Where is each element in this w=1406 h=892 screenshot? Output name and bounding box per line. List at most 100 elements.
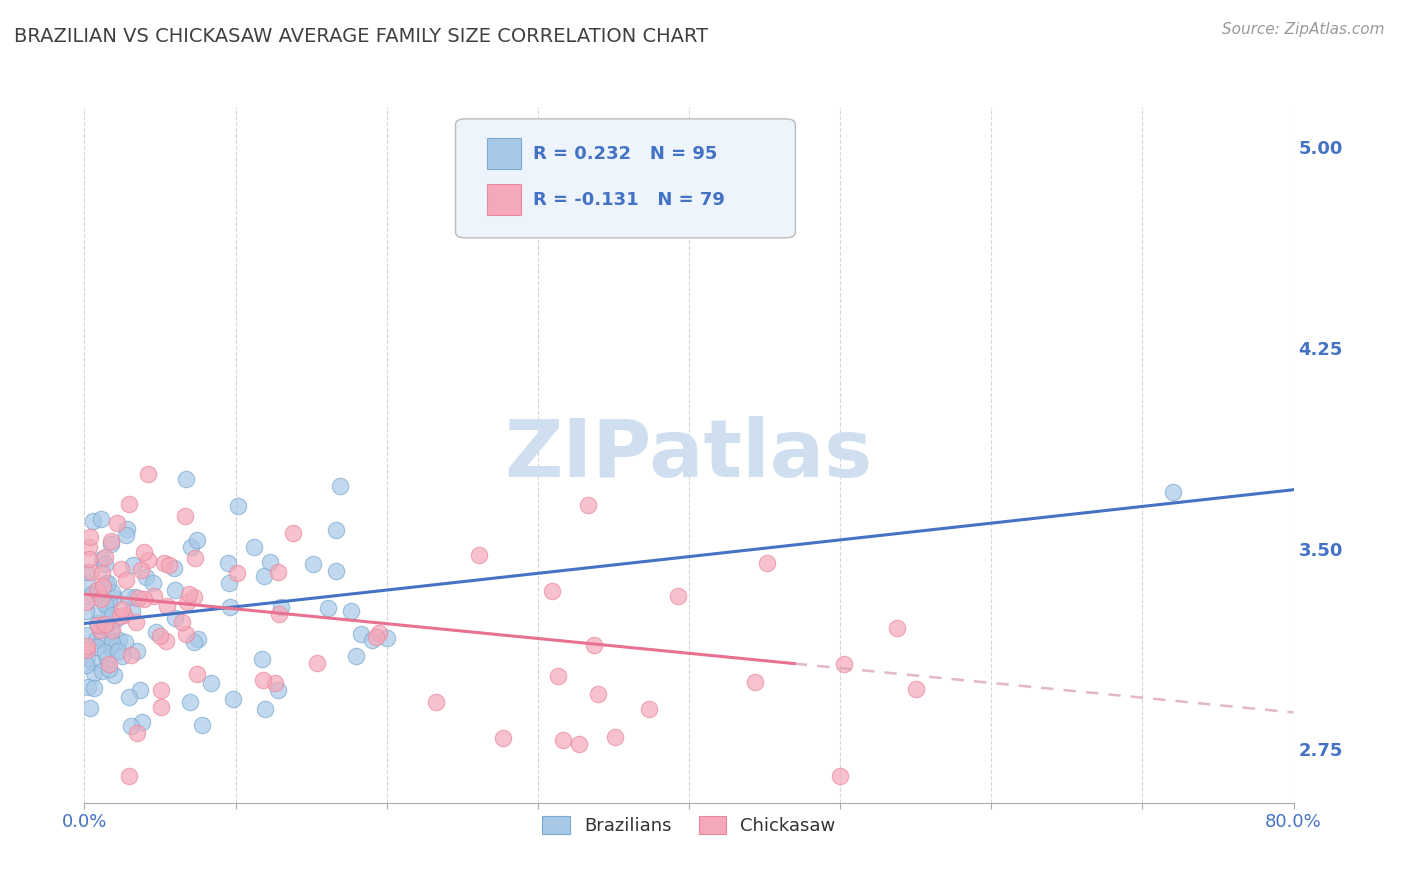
Point — [91, 632, 114, 646]
Point — [93, 619, 115, 633]
Point — [75, 658, 97, 673]
Point — [491, 731, 513, 745]
Point — [76, 639, 98, 653]
Point — [219, 599, 242, 614]
Point — [83, 666, 105, 681]
Point — [186, 533, 208, 547]
Point — [75, 604, 97, 618]
Point — [155, 633, 177, 648]
Point — [86, 615, 108, 630]
Point — [101, 623, 124, 637]
Point — [79, 701, 101, 715]
Point — [142, 575, 165, 590]
Point — [84, 632, 107, 647]
Point — [97, 605, 120, 619]
Point — [253, 702, 276, 716]
Point — [128, 683, 150, 698]
Point — [179, 695, 201, 709]
Point — [283, 525, 305, 540]
Point — [91, 579, 114, 593]
Point — [118, 690, 141, 705]
Point — [90, 552, 112, 566]
Point — [267, 683, 290, 698]
Point — [425, 695, 447, 709]
Point — [129, 563, 152, 577]
Point — [110, 562, 132, 576]
Point — [832, 657, 855, 671]
Point — [93, 645, 115, 659]
Point — [98, 657, 121, 671]
Point — [360, 632, 382, 647]
Text: R = 0.232   N = 95: R = 0.232 N = 95 — [533, 145, 717, 162]
Point — [76, 627, 98, 641]
Point — [540, 583, 562, 598]
Point — [184, 551, 207, 566]
Point — [80, 587, 103, 601]
Point — [217, 556, 239, 570]
Point — [86, 640, 108, 655]
Point — [100, 533, 122, 548]
Point — [90, 592, 112, 607]
Point — [82, 655, 104, 669]
Point — [76, 651, 98, 665]
Point — [89, 623, 111, 637]
Point — [91, 566, 114, 580]
Point — [101, 584, 124, 599]
Point — [100, 625, 122, 640]
Point — [325, 523, 347, 537]
Point — [583, 638, 606, 652]
Point — [576, 498, 599, 512]
Point — [264, 676, 287, 690]
Point — [187, 632, 209, 646]
Point — [153, 556, 176, 570]
Point — [830, 769, 852, 783]
Point — [96, 617, 118, 632]
Point — [163, 583, 186, 598]
Point — [131, 714, 153, 729]
Point — [127, 591, 149, 606]
Point — [114, 573, 136, 587]
Point — [90, 665, 112, 679]
Point — [87, 586, 110, 600]
Point — [159, 558, 181, 572]
Point — [302, 557, 325, 571]
Point — [86, 582, 108, 597]
Point — [118, 769, 141, 783]
Point — [252, 673, 274, 687]
Point — [149, 700, 172, 714]
Point — [111, 648, 134, 663]
Point — [117, 590, 139, 604]
Point — [124, 590, 146, 604]
Point — [186, 667, 208, 681]
Point — [112, 608, 135, 623]
Point — [547, 668, 569, 682]
Point — [143, 589, 166, 603]
Point — [125, 726, 148, 740]
Point — [87, 604, 110, 618]
Point — [1161, 484, 1184, 499]
Point — [149, 629, 172, 643]
Legend: Brazilians, Chickasaw: Brazilians, Chickasaw — [536, 809, 842, 842]
Point — [77, 680, 100, 694]
Point — [267, 565, 290, 579]
Point — [79, 541, 101, 555]
FancyBboxPatch shape — [486, 184, 520, 215]
Point — [145, 624, 167, 639]
Point — [586, 687, 609, 701]
Text: R = -0.131   N = 79: R = -0.131 N = 79 — [533, 191, 725, 209]
Point — [346, 649, 368, 664]
Point — [150, 682, 173, 697]
Point — [375, 631, 398, 645]
Point — [886, 621, 908, 635]
Point — [122, 558, 145, 573]
Point — [191, 718, 214, 732]
Point — [316, 601, 339, 615]
Text: Source: ZipAtlas.com: Source: ZipAtlas.com — [1222, 22, 1385, 37]
Point — [225, 566, 247, 580]
Point — [97, 662, 120, 676]
Point — [136, 553, 159, 567]
Point — [218, 576, 240, 591]
Point — [117, 522, 139, 536]
Point — [226, 499, 249, 513]
Point — [165, 611, 187, 625]
